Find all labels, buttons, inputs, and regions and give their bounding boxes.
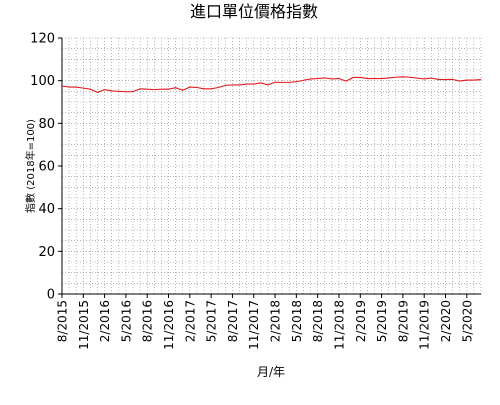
data-point: [466, 79, 467, 80]
series-layer: [61, 76, 482, 93]
x-tick-label: 8/2015: [56, 300, 70, 342]
y-axis-label: 指數 (2018年=100): [24, 119, 37, 213]
data-point: [402, 76, 403, 77]
x-tick-label: 8/2017: [226, 300, 240, 342]
x-tick-label: 5/2018: [290, 300, 304, 342]
data-point: [175, 87, 176, 88]
data-point: [147, 89, 148, 90]
chart-title: 進口單位價格指數: [190, 2, 318, 21]
y-tick-label: 60: [38, 160, 55, 175]
x-tick-label: 2/2016: [98, 300, 112, 342]
y-tick-label: 0: [47, 288, 55, 303]
data-point: [409, 77, 410, 78]
y-tick-label: 40: [38, 202, 55, 217]
data-point: [161, 89, 162, 90]
x-tick-label: 5/2016: [119, 300, 133, 342]
x-tick-label: 2/2018: [269, 300, 283, 342]
x-tick-label: 5/2019: [375, 300, 389, 342]
data-point: [310, 78, 311, 79]
data-point: [459, 80, 460, 81]
axes-layer: [58, 37, 481, 298]
data-point: [232, 84, 233, 85]
grid-layer: [61, 37, 482, 295]
data-point: [111, 90, 112, 91]
data-point: [374, 78, 375, 79]
data-point: [267, 84, 268, 85]
x-tick-label: 2/2017: [183, 300, 197, 342]
data-point: [438, 79, 439, 80]
y-tick-label: 100: [30, 74, 55, 89]
data-point: [324, 77, 325, 78]
data-point: [353, 77, 354, 78]
data-point: [282, 82, 283, 83]
data-point: [182, 90, 183, 91]
data-point: [345, 80, 346, 81]
data-point: [61, 85, 62, 86]
data-point: [104, 89, 105, 90]
data-point: [140, 88, 141, 89]
series-line: [61, 76, 482, 93]
x-tick-label: 8/2018: [311, 300, 325, 342]
data-point: [97, 92, 98, 93]
x-tick-label: 8/2016: [141, 300, 155, 342]
data-point: [445, 79, 446, 80]
data-point: [331, 78, 332, 79]
x-tick-label: 5/2017: [205, 300, 219, 342]
data-point: [289, 82, 290, 83]
data-point: [317, 78, 318, 79]
data-point: [154, 89, 155, 90]
data-point: [203, 88, 204, 89]
data-point: [395, 77, 396, 78]
data-point: [296, 81, 297, 82]
x-tick-label: 2/2019: [354, 300, 368, 342]
data-point: [303, 80, 304, 81]
data-point: [381, 78, 382, 79]
data-point: [196, 87, 197, 88]
data-point: [431, 78, 432, 79]
data-point: [253, 83, 254, 84]
x-tick-label: 11/2018: [332, 300, 346, 350]
data-point: [132, 91, 133, 92]
y-tick-labels: 0 20 40 60 80 100 120: [30, 32, 55, 303]
data-point: [83, 88, 84, 89]
x-tick-label: 8/2019: [396, 300, 410, 342]
y-tick-label: 80: [38, 117, 55, 132]
y-tick-label: 120: [30, 32, 55, 47]
data-point: [189, 86, 190, 87]
data-point: [452, 79, 453, 80]
y-tick-label: 20: [38, 245, 55, 260]
data-point: [218, 87, 219, 88]
data-point: [367, 78, 368, 79]
data-point: [388, 77, 389, 78]
data-point: [473, 79, 474, 80]
data-point: [424, 78, 425, 79]
data-point: [211, 88, 212, 89]
data-point: [480, 79, 481, 80]
data-point: [360, 77, 361, 78]
data-point: [416, 78, 417, 79]
x-tick-label: 2/2020: [439, 300, 453, 342]
data-point: [118, 91, 119, 92]
data-point: [246, 83, 247, 84]
data-point: [338, 78, 339, 79]
x-tick-label: 11/2019: [418, 300, 432, 350]
data-point: [69, 86, 70, 87]
data-point: [225, 85, 226, 86]
data-point: [239, 84, 240, 85]
x-tick-labels: 8/2015 11/2015 2/2016 5/2016 8/2016 11/2016 2/…: [56, 300, 475, 350]
x-tick-label: 11/2017: [247, 300, 261, 350]
x-tick-label: 11/2015: [77, 300, 91, 350]
x-tick-label: 11/2016: [162, 300, 176, 350]
data-point: [168, 89, 169, 90]
data-point: [274, 82, 275, 83]
x-tick-label: 5/2020: [460, 300, 474, 342]
data-point: [125, 91, 126, 92]
data-point: [76, 86, 77, 87]
data-point: [90, 89, 91, 90]
data-point: [260, 82, 261, 83]
x-axis-label: 月/年: [257, 365, 285, 379]
